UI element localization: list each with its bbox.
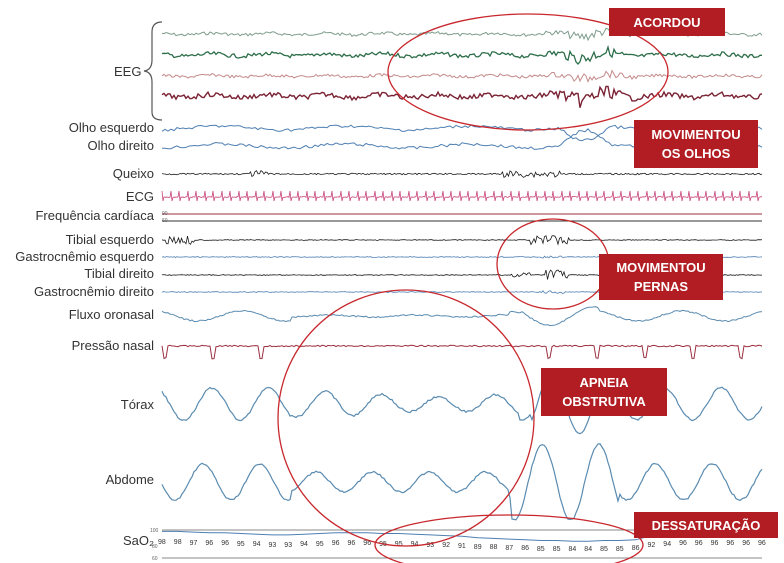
annotation-olhos-line1: MOVIMENTOU [651,127,741,142]
label-queixo: Queixo [112,166,154,181]
sao2-reading: 95 [236,540,245,548]
sao2-reading: 86 [521,545,529,552]
sao2-reading: 86 [631,545,640,552]
abdomen-trace [161,443,763,521]
label-torax: Tórax [120,397,154,412]
label-tibial-direito: Tibial direito [84,266,154,281]
annotation-movimentou-pernas: MOVIMENTOU PERNAS [599,254,723,300]
sao2-reading: 96 [710,540,719,547]
hr-scale-top: 90 [162,211,168,217]
label-olho-esquerdo: Olho esquerdo [68,120,154,135]
annotation-dessaturacao-text: DESSATURAÇÃO [651,517,761,533]
sao2-reading: 89 [473,543,482,551]
sao2-reading: 94 [663,541,672,548]
sao2-reading: 96 [758,540,766,547]
annotation-movimentou-olhos: MOVIMENTOU OS OLHOS [634,120,758,168]
label-abdome: Abdome [105,472,154,487]
label-sao2: SaO₂ [122,533,154,548]
label-gastrocnemio-direito: Gastrocnêmio direito [34,284,154,299]
sao2-reading: 96 [347,540,356,547]
sao2-reading: 96 [726,540,735,547]
annotation-pernas-line2: PERNAS [633,279,689,294]
label-pressao-nasal: Pressão nasal [71,338,154,353]
ellipse-dessaturacao [374,514,644,563]
label-frequencia-cardiaca: Frequência cardíaca [35,208,154,223]
annotation-apneia-line1: APNEIA [579,375,629,390]
annotation-acordou-text: ACORDOU [633,14,701,30]
ellipse-acordou [387,13,669,131]
sao2-reading: 96 [205,540,214,547]
sao2-reading: 84 [584,546,593,553]
sao2-reading: 85 [552,545,561,553]
sao2-reading: 85 [600,545,608,553]
sao2-scale-bottom: 60 [152,556,158,562]
sao2-reading: 96 [679,540,687,547]
sao2-reading: 94 [300,541,308,548]
sao2-reading: 97 [189,539,198,547]
ellipse-pernas [496,218,610,310]
sao2-reading: 88 [489,544,498,551]
label-ecg: ECG [125,189,154,204]
label-olho-direito: Olho direito [87,138,154,153]
sao2-reading: 92 [647,542,656,549]
sao2-reading: 85 [536,545,545,553]
tibial-left-trace [161,235,763,246]
sao2-reading: 95 [315,540,324,548]
sao2-reading: 87 [505,544,514,552]
annotation-apneia-obstrutiva: APNEIA OBSTRUTIVA [541,368,667,416]
annotation-apneia-line2: OBSTRUTIVA [562,394,646,409]
hr-scale-bottom: 60 [162,218,168,224]
annotation-acordou: ACORDOU [609,8,725,36]
sao2-reading: 95 [394,540,403,548]
sao2-reading: 91 [458,542,466,550]
eeg-trace-4 [161,85,763,108]
annotation-olhos-line2: OS OLHOS [661,146,731,161]
oronasal-flow-trace [161,306,762,327]
label-fluxo-oronasal: Fluxo oronasal [68,307,154,322]
sao2-reading: 84 [568,546,577,553]
sao2-reading: 85 [615,545,624,553]
sao2-reading: 96 [694,540,703,547]
nasal-pressure-trace [161,344,763,360]
sao2-reading: 96 [742,540,750,547]
sao2-reading: 96 [331,540,340,547]
sao2-reading: 94 [252,541,261,548]
ecg-trace [161,190,763,202]
label-gastrocnemio-esquerdo: Gastrocnêmio esquerdo [15,249,154,264]
sao2-reading: 96 [363,540,372,547]
sao2-scale-mid: 80 [152,544,158,550]
sao2-reading: 98 [158,539,166,546]
sao2-reading: 93 [426,541,435,549]
annotation-pernas-line1: MOVIMENTOU [616,260,706,275]
chin-emg-trace [161,169,763,179]
sao2-reading: 94 [410,541,419,548]
eeg-trace-3 [161,69,763,83]
ellipse-apneia [277,289,535,547]
sao2-scale-top: 100 [150,528,159,534]
annotation-dessaturacao: DESSATURAÇÃO [634,512,778,538]
sao2-reading: 93 [284,541,293,549]
label-tibial-esquerdo: Tibial esquerdo [65,232,154,247]
sao2-reading: 93 [268,541,277,549]
sao2-reading: 96 [221,540,229,547]
label-eeg: EEG [114,64,142,79]
sao2-reading: 98 [173,539,182,546]
sao2-reading: 92 [442,542,450,549]
